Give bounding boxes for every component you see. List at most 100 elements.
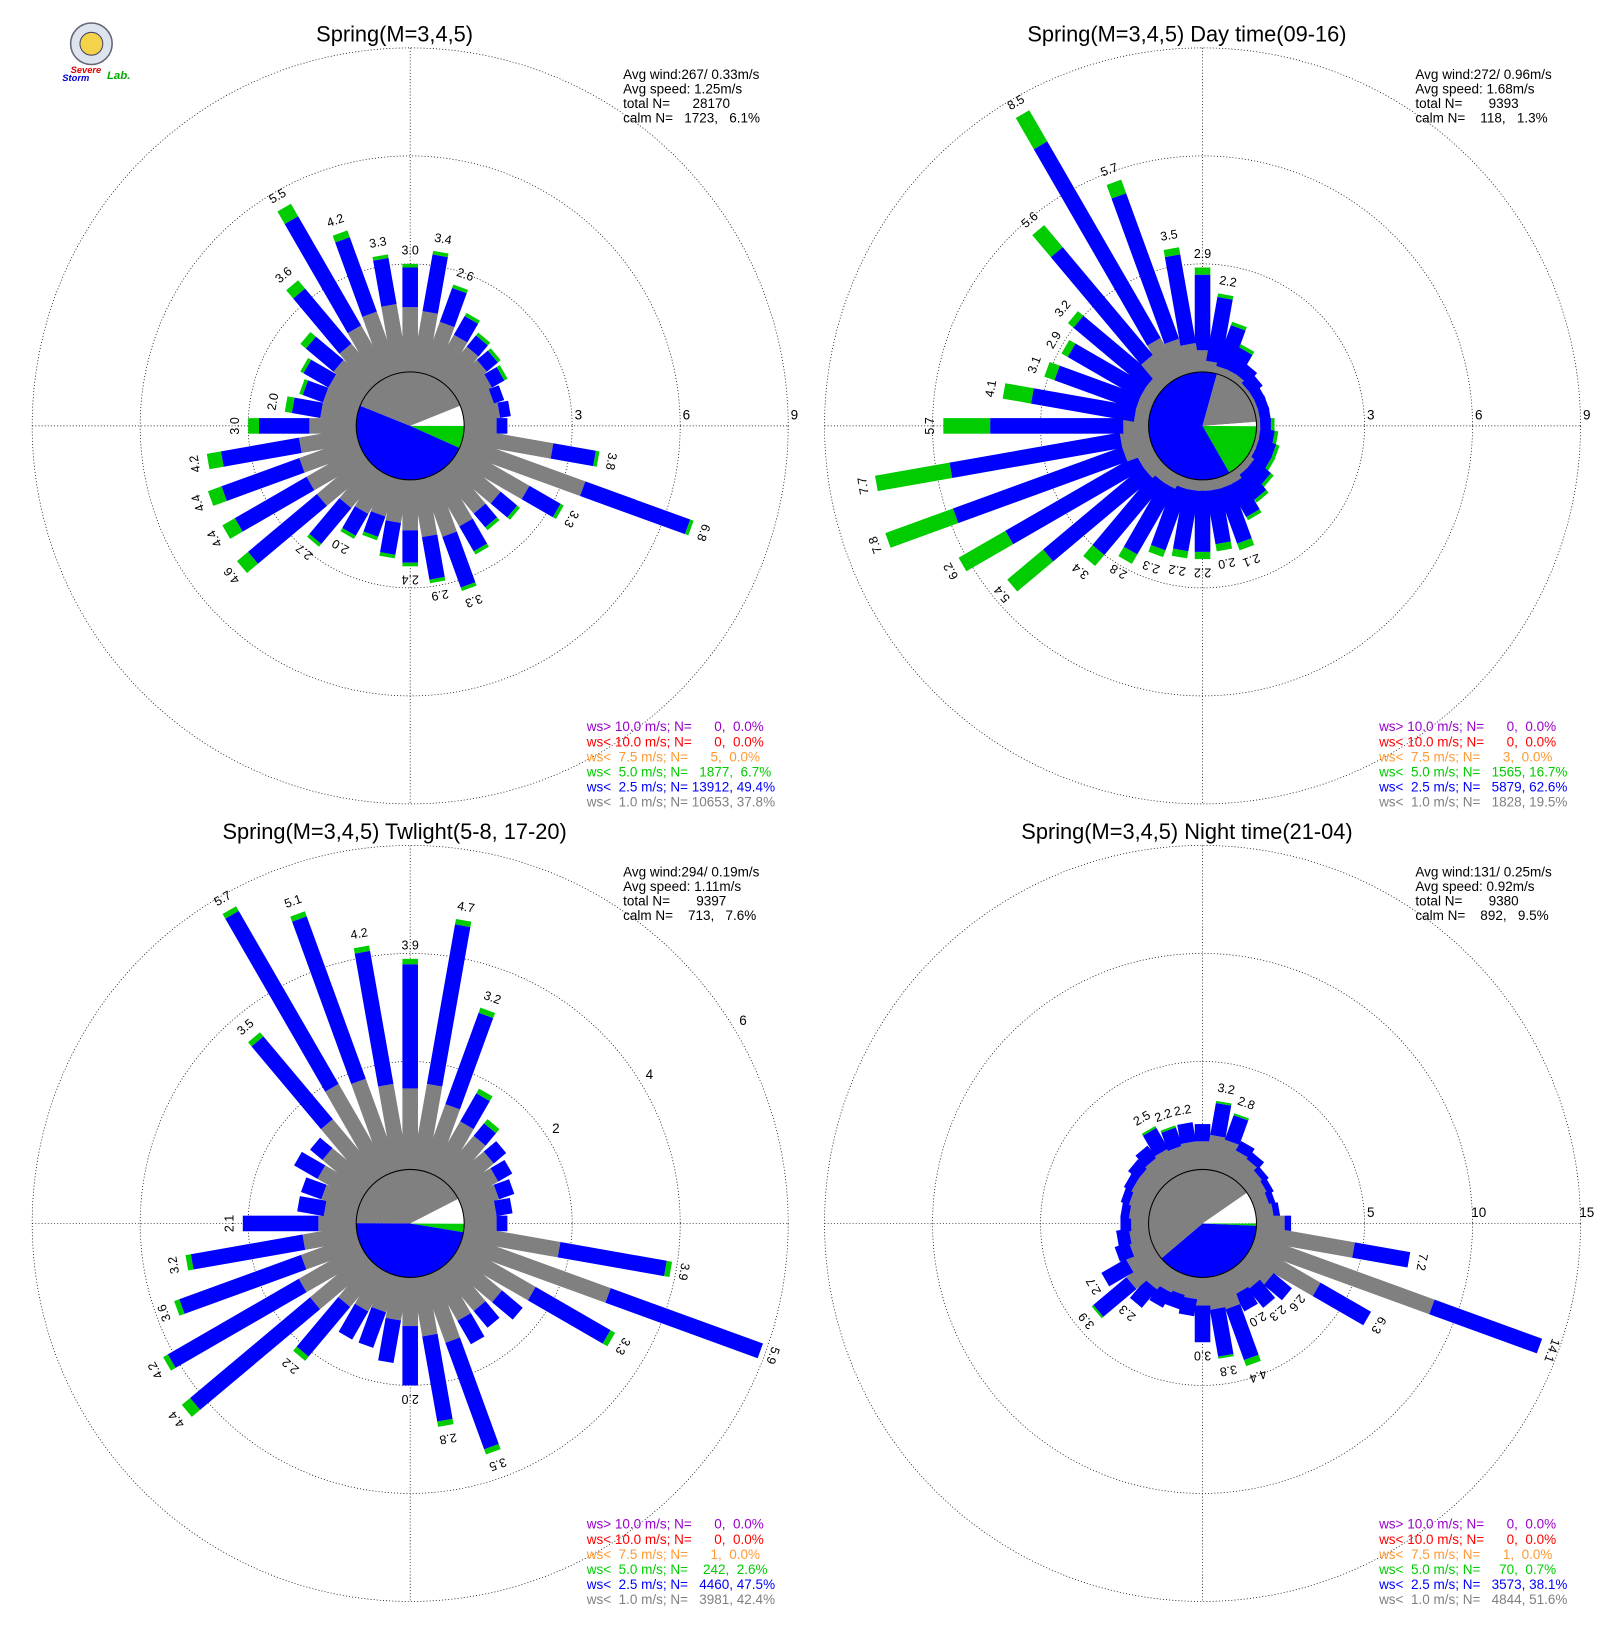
- stat-line: Avg speed: 1.68m/s: [1415, 82, 1534, 97]
- calm-line: calm N= 892, 9.5%: [1415, 908, 1548, 923]
- bar-segment: [1126, 1252, 1167, 1290]
- bar-segment: [1245, 1243, 1321, 1297]
- bar-segment: [1161, 1127, 1183, 1152]
- bar-total-label: 2.1: [222, 1215, 236, 1232]
- r-tick-label: 3: [575, 408, 583, 423]
- bar-segment: [885, 508, 959, 548]
- bar-total-label: 2.1: [1241, 551, 1262, 570]
- bar-segment: [593, 450, 600, 467]
- bar-segment: [1271, 1202, 1281, 1219]
- bar-segment: [432, 250, 449, 258]
- bar-segment: [297, 1196, 327, 1217]
- bar-segment: [1067, 343, 1148, 399]
- bar-total-label: 2.8: [438, 1430, 458, 1447]
- bar-segment: [458, 437, 586, 497]
- bar-total-label: 3.5: [487, 1455, 508, 1474]
- bar-segment: [378, 1317, 401, 1364]
- calm-wedge: [410, 405, 465, 426]
- bar-segment: [1210, 1102, 1232, 1138]
- bar-segment: [1154, 1148, 1183, 1181]
- bar-segment: [354, 1266, 390, 1312]
- bar-segment: [317, 1165, 368, 1204]
- bar-segment: [277, 203, 299, 225]
- bar-segment: [1237, 538, 1255, 551]
- calm-wedge: [410, 1198, 465, 1224]
- bar-segment: [466, 335, 488, 357]
- bar-segment: [1129, 1279, 1158, 1308]
- bar-total-label: 3.8: [603, 452, 620, 472]
- bar-total-label: 3.8: [1219, 1362, 1239, 1379]
- bar-segment: [421, 321, 455, 378]
- bar-segment: [303, 359, 337, 388]
- bar-segment: [1263, 1273, 1292, 1301]
- pie-wedge: [356, 1223, 464, 1278]
- bar-segment: [473, 1123, 496, 1146]
- center-outline: [355, 1168, 465, 1278]
- bar-segment: [1150, 484, 1188, 551]
- bar-segment: [1135, 1145, 1158, 1168]
- legend-entry: ws< 1.0 m/s; N= 4844, 51.6%: [1378, 1592, 1567, 1607]
- bar-total-label: 3.2: [482, 988, 503, 1007]
- bar-total-label: 2.2: [279, 1355, 301, 1377]
- bar-segment: [1222, 1266, 1249, 1295]
- bar-segment: [302, 380, 329, 403]
- legend-entry: ws< 1.0 m/s; N= 10653, 37.8%: [586, 795, 775, 810]
- bar-total-label: 5.4: [991, 583, 1013, 605]
- bar-total-label: 8.5: [1005, 92, 1027, 113]
- bar-segment: [496, 418, 508, 434]
- bar-total-label: 3.0: [1194, 1349, 1211, 1363]
- bar-segment: [402, 1326, 418, 1386]
- bar-segment: [190, 1234, 306, 1270]
- bar-segment: [1160, 1125, 1176, 1133]
- bar-total-label: 5.7: [1099, 160, 1120, 179]
- bar-total-label: 2.2: [1218, 273, 1238, 290]
- bar-segment: [493, 1179, 515, 1200]
- bar-segment: [1238, 344, 1255, 355]
- calm-line: calm N= 1723, 6.1%: [623, 111, 760, 126]
- bar-segment: [1123, 481, 1176, 555]
- bar-segment: [1002, 383, 1034, 404]
- bar-segment: [1352, 1242, 1411, 1268]
- stat-line: total N= 9397: [623, 894, 726, 909]
- bar-segment: [1429, 1299, 1543, 1354]
- bar-segment: [363, 511, 386, 537]
- bar-segment: [453, 1168, 499, 1204]
- bar-segment: [1260, 473, 1274, 488]
- bar-segment: [298, 1243, 368, 1293]
- bar-segment: [362, 531, 379, 541]
- bar-segment: [402, 958, 418, 965]
- bar-total-label: 4.7: [456, 899, 476, 916]
- bar-segment: [422, 1333, 453, 1422]
- bar-segment: [1243, 1354, 1261, 1367]
- bar-segment: [234, 476, 315, 532]
- bar-segment: [1177, 1122, 1196, 1144]
- chart-title: Spring(M=3,4,5): [316, 22, 473, 47]
- bar-segment: [460, 1093, 490, 1130]
- bar-segment: [605, 1288, 763, 1359]
- center-outline: [1148, 371, 1258, 481]
- bar-segment: [527, 1286, 611, 1344]
- bar-segment: [1111, 193, 1180, 344]
- stat-line: Avg wind:131/ 0.25m/s: [1415, 865, 1552, 880]
- bar-segment: [1235, 467, 1267, 500]
- legend-entry: ws< 1.0 m/s; N= 3981, 42.4%: [586, 1592, 775, 1607]
- legend-entry: ws> 10.0 m/s; N= 0, 0.0%: [1378, 1517, 1556, 1532]
- bar-segment: [310, 1252, 374, 1310]
- bar-segment: [1312, 1282, 1372, 1326]
- logo-text: Severe: [71, 65, 102, 75]
- legend-entry: ws> 10.0 m/s; N= 0, 0.0%: [586, 719, 764, 734]
- bar-segment: [497, 400, 511, 418]
- bar-segment: [1093, 1277, 1137, 1317]
- bar-segment: [1044, 361, 1060, 381]
- bar-segment: [1141, 354, 1174, 390]
- bar-segment: [1264, 1190, 1277, 1208]
- bar-total-label: 2.9: [430, 587, 450, 604]
- bar-segment: [1067, 311, 1084, 328]
- bar-segment: [602, 1330, 616, 1347]
- bar-segment: [402, 562, 418, 567]
- bar-segment: [220, 437, 302, 467]
- bar-segment: [185, 1254, 194, 1271]
- r-tick-label: 4: [646, 1067, 654, 1082]
- bar-segment: [1147, 337, 1183, 384]
- bar-segment: [1218, 1353, 1234, 1359]
